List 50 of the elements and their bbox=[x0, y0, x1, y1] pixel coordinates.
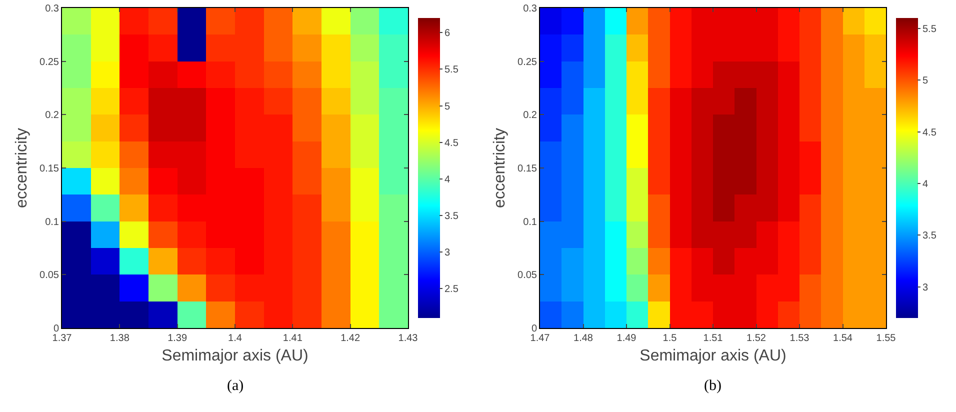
x-tick-label: 1.4 bbox=[228, 333, 242, 344]
x-tick-label: 1.37 bbox=[52, 333, 72, 344]
color-bar-label: 3.5 bbox=[922, 230, 937, 242]
color-bar-label: 3.5 bbox=[444, 211, 459, 222]
x-tick-label: 1.52 bbox=[746, 333, 766, 344]
color-bar-label: 4 bbox=[444, 174, 450, 186]
color-bar-label: 2.5 bbox=[444, 284, 459, 296]
y-tick-label: 0.25 bbox=[40, 56, 60, 68]
y-tick-label: 0.2 bbox=[45, 110, 60, 122]
x-tick-label: 1.48 bbox=[574, 333, 594, 344]
color-bar-label: 5 bbox=[444, 101, 450, 112]
text: (a) bbox=[227, 378, 244, 394]
y-tick-label: 0.15 bbox=[40, 164, 60, 174]
y-tick-label: 0.3 bbox=[523, 4, 538, 14]
x-tick-label: 1.53 bbox=[790, 333, 810, 344]
y-tick-label: 0.3 bbox=[45, 4, 60, 14]
x-tick-label: 1.42 bbox=[340, 333, 360, 344]
y-tick-label: 0.05 bbox=[40, 270, 60, 282]
y-axis-title: eccentricity bbox=[13, 128, 30, 208]
color-bar-label: 5.5 bbox=[922, 24, 937, 35]
x-tick-label: 1.54 bbox=[833, 333, 853, 344]
x-axis-title: Semimajor axis (AU) bbox=[640, 348, 786, 365]
color-bar-label: 5.5 bbox=[444, 64, 459, 76]
x-tick-label: 1.55 bbox=[876, 333, 896, 344]
color-bar-label: 5 bbox=[922, 76, 928, 87]
text: (b) bbox=[704, 378, 722, 394]
y-tick-label: 0 bbox=[53, 324, 60, 334]
y-tick-label: 0.1 bbox=[45, 216, 60, 228]
y-tick-label: 0.15 bbox=[518, 164, 538, 174]
x-tick-label: 1.41 bbox=[282, 333, 303, 344]
y-axis-title: eccentricity bbox=[491, 128, 508, 208]
color-bar-label: 4.5 bbox=[444, 138, 459, 149]
y-tick-label: 0 bbox=[531, 324, 538, 334]
y-tick-label: 0.05 bbox=[518, 270, 538, 282]
color-bar-label: 3 bbox=[922, 282, 928, 294]
x-axis-title: Semimajor axis (AU) bbox=[162, 348, 308, 365]
color-bar-label: 6 bbox=[444, 28, 450, 40]
y-tick-label: 0.2 bbox=[523, 110, 538, 122]
x-tick-label: 1.38 bbox=[110, 333, 130, 344]
y-tick-label: 0.25 bbox=[518, 56, 538, 68]
y-tick-label: 0.1 bbox=[523, 216, 538, 228]
color-bar-label: 4.5 bbox=[922, 127, 937, 138]
x-tick-label: 1.47 bbox=[530, 333, 550, 344]
x-tick-label: 1.43 bbox=[398, 333, 418, 344]
color-bar-label: 3 bbox=[444, 248, 450, 259]
x-tick-label: 1.51 bbox=[703, 333, 724, 344]
x-tick-label: 1.5 bbox=[662, 333, 678, 344]
color-bar-label: 4 bbox=[922, 179, 928, 190]
x-tick-label: 1.49 bbox=[616, 333, 637, 344]
x-tick-label: 1.39 bbox=[168, 333, 188, 344]
